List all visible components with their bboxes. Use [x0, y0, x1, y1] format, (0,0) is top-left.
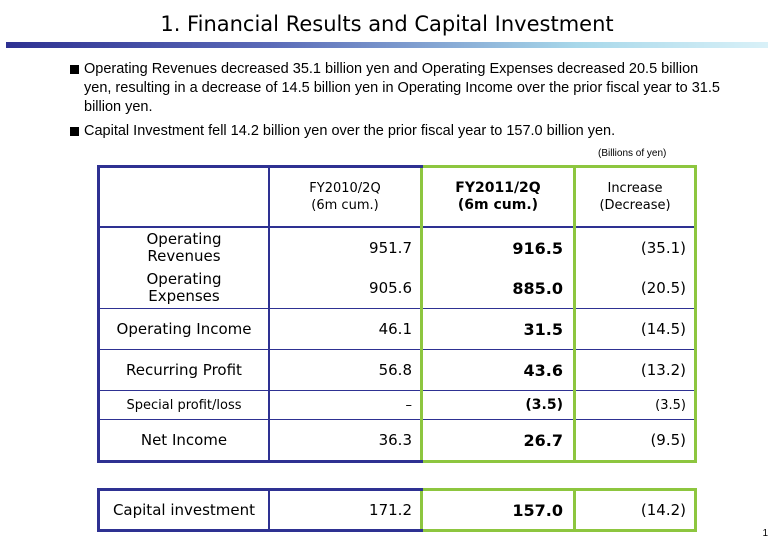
cell-fy2011: 26.7	[420, 419, 576, 463]
cell-fy2011: (3.5)	[420, 390, 576, 420]
header-text: (6m cum.)	[457, 197, 539, 213]
row-label-text: Revenues	[147, 247, 221, 265]
header-text: (Decrease)	[599, 198, 671, 213]
cell-change: (3.5)	[574, 390, 697, 420]
table-row: Recurring Profit 56.8 43.6 (13.2)	[97, 349, 697, 391]
row-label: Special profit/loss	[97, 390, 270, 420]
cell-change: (14.5)	[574, 308, 697, 350]
row-label: Net Income	[97, 419, 270, 463]
financial-results-table: FY2010/2Q (6m cum.) FY2011/2Q (6m cum.) …	[97, 165, 697, 463]
table-header-row: FY2010/2Q (6m cum.) FY2011/2Q (6m cum.) …	[97, 165, 697, 228]
header-fy2011: FY2011/2Q (6m cum.)	[420, 165, 576, 228]
row-label: Recurring Profit	[97, 349, 270, 391]
row-label-text: Operating	[146, 230, 222, 248]
header-text: FY2011/2Q	[455, 180, 541, 196]
cell-fy2011: 885.0	[420, 268, 576, 309]
cell-fy2011: 43.6	[420, 349, 576, 391]
cell-change: (9.5)	[574, 419, 697, 463]
table-row: Capital investment 171.2 157.0 (14.2)	[97, 488, 697, 532]
row-label-text: Expenses	[148, 287, 220, 305]
cell-fy2010: 36.3	[269, 419, 423, 463]
cell-fy2010: 905.6	[269, 268, 423, 309]
header-text: (6m cum.)	[311, 198, 379, 213]
capital-investment-table: Capital investment 171.2 157.0 (14.2)	[97, 488, 697, 532]
header-change: Increase (Decrease)	[574, 165, 697, 228]
page-title: 1. Financial Results and Capital Investm…	[160, 12, 614, 36]
bullet-item: Operating Revenues decreased 35.1 billio…	[68, 60, 728, 117]
bullet-text: Operating Revenues decreased 35.1 billio…	[84, 61, 720, 115]
header-text: Increase	[607, 181, 663, 196]
row-label: Operating Income	[97, 308, 270, 350]
cell-fy2010: 171.2	[269, 488, 423, 532]
bullet-text: Capital Investment fell 14.2 billion yen…	[84, 123, 616, 139]
cell-fy2010: 951.7	[269, 227, 423, 268]
header-blank	[97, 165, 270, 228]
bullet-item: Capital Investment fell 14.2 billion yen…	[68, 122, 728, 141]
header-text: FY2010/2Q	[309, 181, 381, 196]
cell-fy2011: 31.5	[420, 308, 576, 350]
cell-change: (14.2)	[574, 488, 697, 532]
cell-change: (35.1)	[574, 227, 697, 268]
page-number: 1	[762, 528, 768, 539]
table-row: Special profit/loss – (3.5) (3.5)	[97, 390, 697, 420]
title-underline	[6, 42, 768, 48]
units-note: (Billions of yen)	[598, 148, 667, 159]
row-label: Operating Revenues	[97, 227, 270, 268]
cell-fy2010: –	[269, 390, 423, 420]
cell-fy2011: 916.5	[420, 227, 576, 268]
square-bullet-icon	[70, 127, 79, 136]
table-row: Net Income 36.3 26.7 (9.5)	[97, 419, 697, 463]
table-row: Operating Revenues 951.7 916.5 (35.1)	[97, 227, 697, 268]
cell-fy2010: 46.1	[269, 308, 423, 350]
summary-bullets: Operating Revenues decreased 35.1 billio…	[68, 60, 728, 146]
cell-change: (13.2)	[574, 349, 697, 391]
table-row: Operating Expenses 905.6 885.0 (20.5)	[97, 268, 697, 309]
cell-fy2011: 157.0	[420, 488, 576, 532]
cell-fy2010: 56.8	[269, 349, 423, 391]
row-label: Operating Expenses	[97, 268, 270, 309]
row-label-text: Operating	[146, 270, 222, 288]
cell-change: (20.5)	[574, 268, 697, 309]
row-label: Capital investment	[97, 488, 270, 532]
header-fy2010: FY2010/2Q (6m cum.)	[269, 165, 423, 228]
table-row: Operating Income 46.1 31.5 (14.5)	[97, 308, 697, 350]
square-bullet-icon	[70, 65, 79, 74]
